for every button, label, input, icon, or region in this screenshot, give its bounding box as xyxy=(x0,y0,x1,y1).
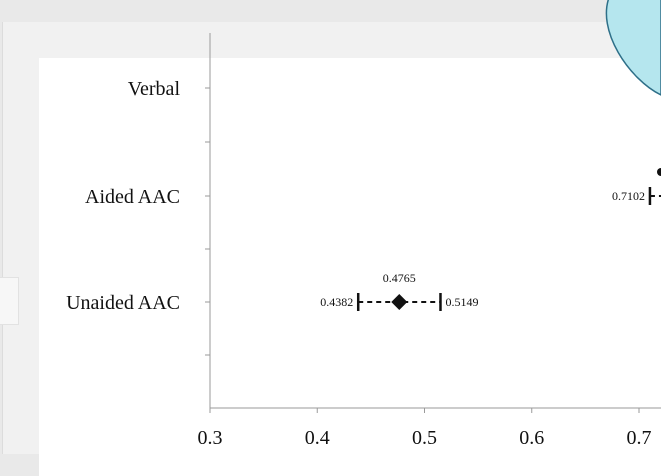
x-tick-label: 0.7 xyxy=(627,427,652,449)
chart-plot-background xyxy=(39,58,661,476)
category-label: Verbal xyxy=(128,78,181,100)
corner-callout-bubble xyxy=(605,0,661,96)
ci-lower-label: 0.4382 xyxy=(320,295,353,309)
x-tick-label: 0.4 xyxy=(305,427,330,449)
chart-marks: 0.4382 0.5149 0.4765 0.7102 xyxy=(320,168,661,311)
x-tick-label: 0.5 xyxy=(412,427,437,449)
x-tick-label: 0.3 xyxy=(198,427,223,449)
ci-lower-label: 0.7102 xyxy=(612,189,645,203)
category-labels: Verbal Aided AAC Unaided AAC xyxy=(66,78,180,314)
estimate-label: 0.4765 xyxy=(383,271,416,285)
x-tick-labels: 0.3 0.4 0.5 0.6 0.7 xyxy=(198,427,652,449)
side-scroll-tab[interactable] xyxy=(0,277,19,325)
chart-axes xyxy=(205,33,661,413)
category-label: Aided AAC xyxy=(85,186,180,208)
clipped-marker-edge xyxy=(657,168,661,176)
ci-upper-label: 0.5149 xyxy=(445,295,478,309)
x-tick-label: 0.6 xyxy=(519,427,544,449)
estimate-marker xyxy=(391,294,408,310)
category-label: Unaided AAC xyxy=(66,292,180,314)
chart-panel xyxy=(2,22,661,476)
